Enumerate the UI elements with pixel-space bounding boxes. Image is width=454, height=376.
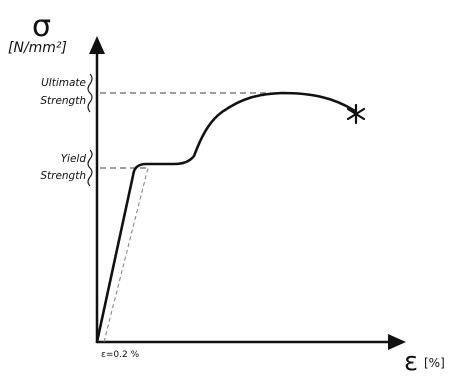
x-axis-unit: [%] xyxy=(424,356,445,370)
offset-dashed-line xyxy=(103,167,149,343)
arrowhead-up-icon xyxy=(89,36,105,54)
yield-label-line1: Yield xyxy=(61,153,87,165)
stress-strain-curve xyxy=(95,91,357,344)
yield-brace-icon xyxy=(87,149,93,187)
ultimate-label-line1: Ultimate xyxy=(41,77,86,89)
y-axis-unit: [N/mm²] xyxy=(8,40,67,56)
arrowhead-right-icon xyxy=(388,334,406,350)
y-axis-symbol: σ xyxy=(32,9,51,44)
ultimate-brace-icon xyxy=(87,73,93,113)
offset-strain-label: ε=0.2 % xyxy=(101,350,140,360)
ultimate-label-line2: Strength xyxy=(40,95,86,107)
fracture-star-icon xyxy=(346,103,366,125)
yield-label-line2: Strength xyxy=(40,170,86,182)
x-axis-symbol: ε xyxy=(404,347,418,376)
